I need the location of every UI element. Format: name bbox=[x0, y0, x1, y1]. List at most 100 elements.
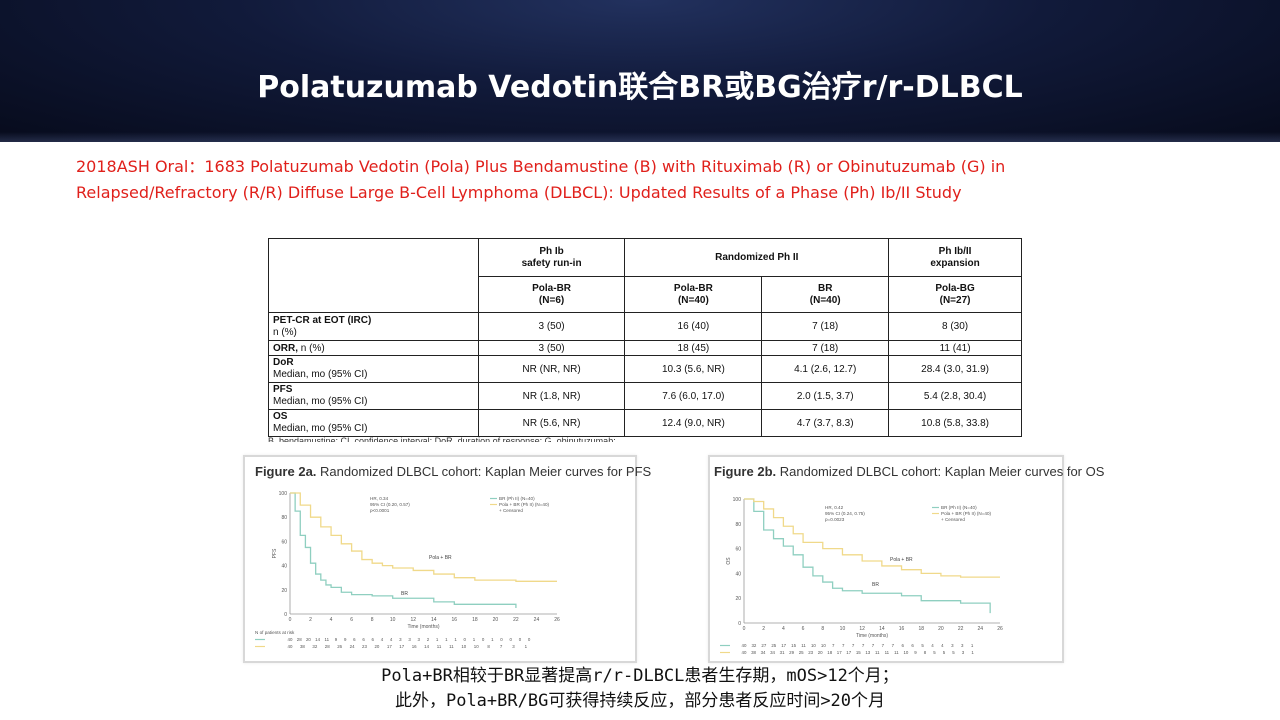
table-row: OS Median, mo (95% CI) NR (5.6, NR) 12.4 … bbox=[268, 409, 1022, 437]
y-tick-label: 0 bbox=[738, 621, 741, 627]
figure-2b-title: Figure 2b. Randomized DLBCL cohort: Kapl… bbox=[714, 464, 1105, 479]
table-cell: 4.1 (2.6, 12.7) bbox=[761, 355, 890, 383]
risk-count: 15 bbox=[856, 650, 861, 655]
risk-count: 34 bbox=[761, 650, 766, 655]
risk-count: 24 bbox=[350, 644, 355, 649]
table-cell: 18 (45) bbox=[624, 340, 763, 356]
curve-label-pola-br: Pola + BR bbox=[429, 555, 452, 561]
y-tick-label: 20 bbox=[735, 596, 741, 602]
risk-count: 5 bbox=[943, 650, 946, 655]
km-curve-br bbox=[290, 492, 517, 608]
risk-count: 26 bbox=[337, 644, 342, 649]
risk-count: 23 bbox=[808, 650, 813, 655]
risk-count: 40 bbox=[742, 650, 747, 655]
banner-glow bbox=[0, 132, 1280, 142]
table-cell: 10.3 (5.6, NR) bbox=[624, 355, 763, 383]
x-tick-label: 6 bbox=[802, 626, 805, 632]
risk-count: 4 bbox=[390, 637, 393, 642]
x-tick-label: 20 bbox=[938, 626, 944, 632]
y-tick-label: 20 bbox=[281, 588, 287, 594]
legend-entry: BR (Ph II) (N=40) bbox=[941, 505, 977, 510]
risk-count: 4 bbox=[381, 637, 384, 642]
risk-count: 3 bbox=[399, 637, 402, 642]
risk-count: 11 bbox=[325, 637, 330, 642]
citation-line-2: Relapsed/Refractory (R/R) Diffuse Large … bbox=[76, 183, 962, 202]
risk-count: 13 bbox=[865, 650, 870, 655]
y-axis-title: OS bbox=[726, 557, 732, 565]
x-tick-label: 26 bbox=[997, 626, 1003, 632]
table-cell: 7.6 (6.0, 17.0) bbox=[624, 382, 763, 410]
risk-count: 9 bbox=[344, 637, 347, 642]
risk-count: 0 bbox=[500, 637, 503, 642]
risk-count: 8 bbox=[924, 650, 927, 655]
row-label: DoR Median, mo (95% CI) bbox=[268, 355, 479, 383]
x-tick-label: 24 bbox=[534, 617, 540, 623]
table-corner-cell bbox=[268, 238, 479, 313]
x-tick-label: 16 bbox=[452, 617, 458, 623]
risk-count: 3 bbox=[512, 644, 515, 649]
hr-stat-text: 95% CI (0.24, 0.75) bbox=[825, 511, 865, 516]
legend-entry: Pola + BR (Ph II) (N=40) bbox=[941, 511, 992, 516]
hr-stat-text: p<0.0001 bbox=[370, 508, 390, 513]
x-tick-label: 8 bbox=[371, 617, 374, 623]
title-banner bbox=[0, 0, 1280, 142]
conclusion-line-1: Pola+BR相较于BR显著提高r/r-DLBCL患者生存期，mOS>12个月； bbox=[381, 666, 899, 686]
risk-count: 0 bbox=[509, 637, 512, 642]
legend-entry: Pola + BR (Ph II) (N=40) bbox=[499, 502, 550, 507]
risk-count: 1 bbox=[436, 637, 439, 642]
hr-stat-text: p=0.0023 bbox=[825, 517, 845, 522]
x-tick-label: 0 bbox=[743, 626, 746, 632]
x-axis-title: Time (months) bbox=[856, 633, 888, 639]
risk-count: 14 bbox=[315, 637, 320, 642]
risk-count: 7 bbox=[842, 643, 845, 648]
table-cell: 4.7 (3.7, 8.3) bbox=[761, 409, 890, 437]
x-tick-label: 12 bbox=[859, 626, 865, 632]
table-cell: NR (1.8, NR) bbox=[477, 382, 626, 410]
arm-header: Pola-BR (N=40) bbox=[624, 276, 763, 313]
risk-count: 11 bbox=[801, 643, 806, 648]
risk-count: 2 bbox=[427, 637, 430, 642]
risk-count: 20 bbox=[374, 644, 379, 649]
x-tick-label: 14 bbox=[879, 626, 885, 632]
row-label: PET-CR at EOT (IRC) n (%) bbox=[268, 312, 479, 341]
table-cell: 3 (50) bbox=[477, 312, 626, 341]
y-axis-title: PFS bbox=[272, 548, 278, 558]
risk-count: 25 bbox=[771, 643, 776, 648]
risk-count: 10 bbox=[461, 644, 466, 649]
table-row: PFS Median, mo (95% CI) NR (1.8, NR) 7.6 … bbox=[268, 382, 1022, 410]
table-row: ORR, n (%) 3 (50) 18 (45) 7 (18) 11 (41) bbox=[268, 340, 1022, 356]
y-tick-label: 100 bbox=[733, 497, 742, 503]
risk-count: 28 bbox=[325, 644, 330, 649]
x-tick-label: 10 bbox=[390, 617, 396, 623]
curve-label-br: BR bbox=[401, 591, 408, 597]
risk-count: 11 bbox=[437, 644, 442, 649]
risk-count: 7 bbox=[882, 643, 885, 648]
y-tick-label: 0 bbox=[284, 612, 287, 618]
risk-count: 18 bbox=[827, 650, 832, 655]
risk-count: 0 bbox=[482, 637, 485, 642]
risk-count: 3 bbox=[418, 637, 421, 642]
x-tick-label: 4 bbox=[330, 617, 333, 623]
risk-count: 17 bbox=[837, 650, 842, 655]
header-randomized: Randomized Ph II bbox=[624, 238, 890, 277]
arm-header: BR (N=40) bbox=[761, 276, 890, 313]
risk-count: 5 bbox=[921, 643, 924, 648]
table-cell: 8 (30) bbox=[888, 312, 1022, 341]
risk-count: 27 bbox=[761, 643, 766, 648]
x-tick-label: 26 bbox=[554, 617, 560, 623]
y-tick-label: 80 bbox=[281, 515, 287, 521]
risk-count: 7 bbox=[872, 643, 875, 648]
risk-count: 4 bbox=[941, 643, 944, 648]
risk-count: 29 bbox=[789, 650, 794, 655]
table-cell: 11 (41) bbox=[888, 340, 1022, 356]
table-row: DoR Median, mo (95% CI) NR (NR, NR) 10.3 … bbox=[268, 355, 1022, 383]
risk-count: 14 bbox=[424, 644, 429, 649]
risk-count: 40 bbox=[288, 644, 293, 649]
risk-count: 3 bbox=[961, 643, 964, 648]
table-cell: NR (NR, NR) bbox=[477, 355, 626, 383]
results-table: Ph Ib safety run-in Randomized Ph II Ph I… bbox=[268, 238, 1022, 437]
risk-count: 1 bbox=[525, 644, 528, 649]
row-label: OS Median, mo (95% CI) bbox=[268, 409, 479, 437]
